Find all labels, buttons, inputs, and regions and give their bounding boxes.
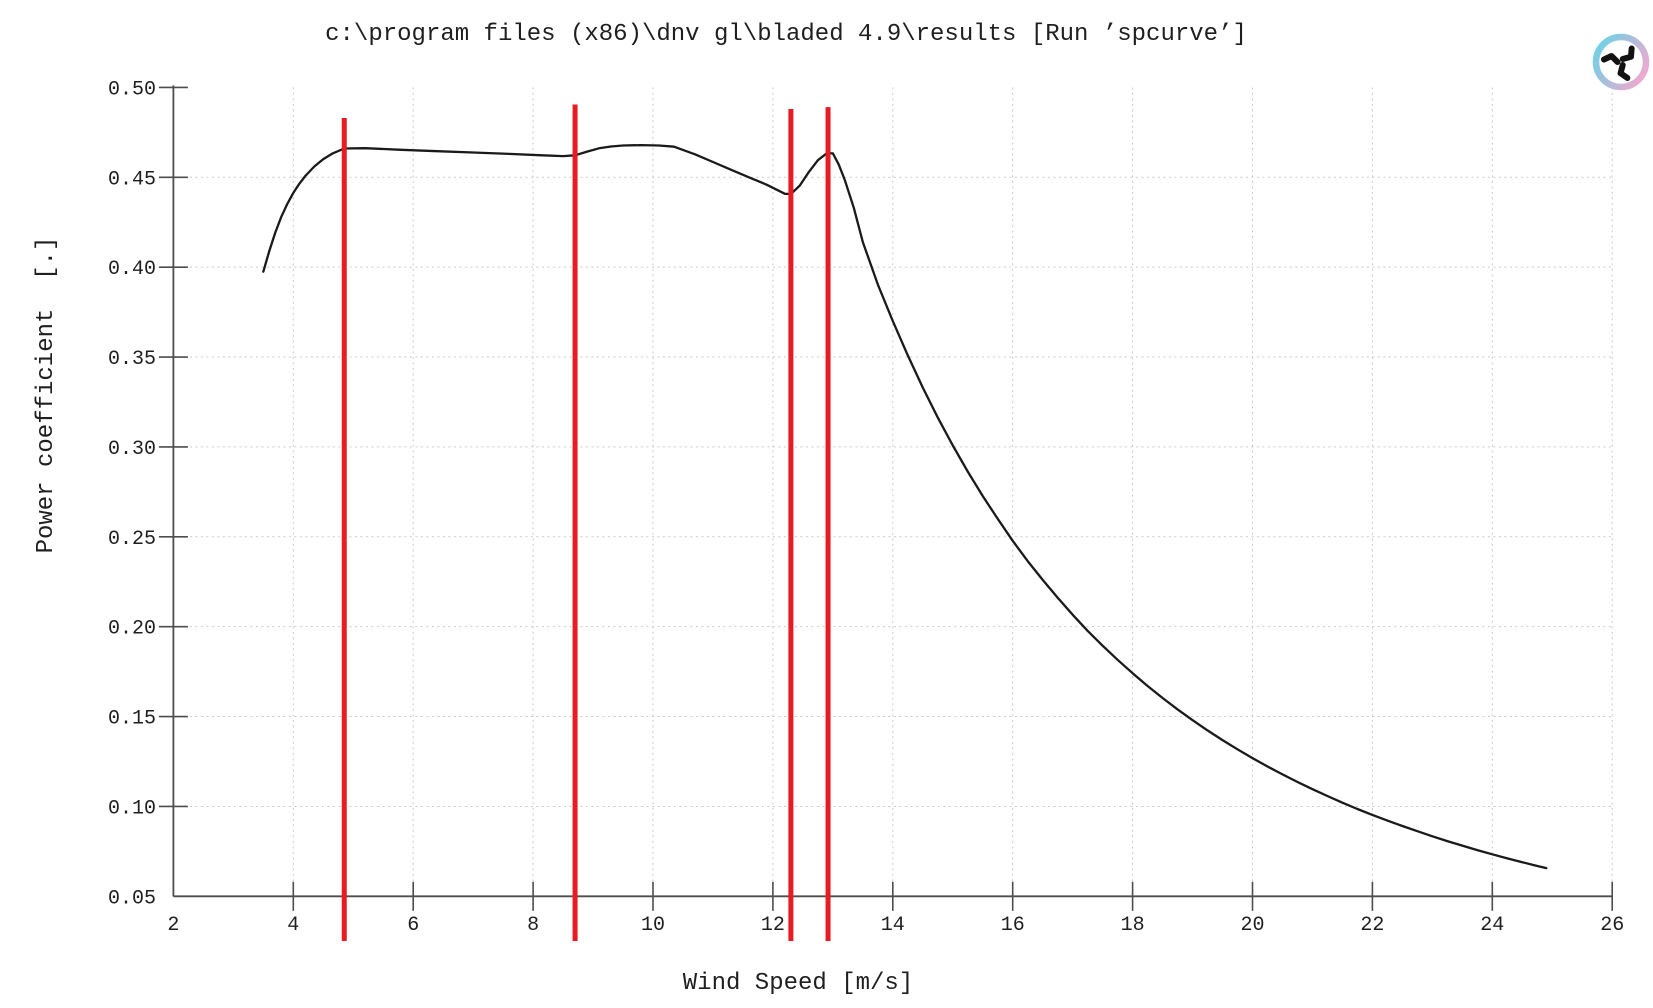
y-tick-label: 0.20 xyxy=(108,618,156,641)
x-tick-label: 26 xyxy=(1600,914,1624,937)
y-tick-label: 0.50 xyxy=(108,78,156,101)
x-tick-label: 8 xyxy=(527,914,539,937)
x-tick-label: 16 xyxy=(1001,914,1025,937)
grid xyxy=(173,87,1613,897)
x-tick-label: 4 xyxy=(287,914,299,937)
y-tick-label: 0.40 xyxy=(108,258,156,281)
x-tick-label: 6 xyxy=(407,914,419,937)
axis-tick-labels: 2 4 6 8 10 12 14 16 18 20 22 24 260.050.100.150.200.… xyxy=(108,78,1624,937)
x-tick-label: 14 xyxy=(881,914,905,937)
power-coefficient-curve xyxy=(262,143,1548,870)
y-axis-title: Power coefficient [.] xyxy=(33,237,60,554)
y-tick-label: 0.15 xyxy=(108,708,156,731)
y-tick-label: 0.25 xyxy=(108,528,156,551)
x-tick-label: 22 xyxy=(1360,914,1384,937)
chart-title: c:\program files (x86)\dnv gl\bladed 4.9… xyxy=(325,21,1247,48)
x-tick-label: 18 xyxy=(1121,914,1145,937)
axis-ticks xyxy=(158,86,1613,911)
y-tick-label: 0.05 xyxy=(108,887,156,910)
red-marker-lines-layer xyxy=(341,104,831,941)
y-tick-label: 0.45 xyxy=(108,168,156,191)
x-tick-label: 12 xyxy=(761,914,785,937)
x-tick-label: 20 xyxy=(1240,914,1264,937)
x-tick-label: 10 xyxy=(641,914,665,937)
x-tick-label: 2 xyxy=(167,914,179,937)
data-series-layer xyxy=(262,143,1548,870)
bladed-logo-rotor-icon xyxy=(1601,45,1635,81)
y-tick-label: 0.10 xyxy=(108,797,156,820)
x-axis-title: Wind Speed [m/s] xyxy=(683,970,913,997)
bladed-logo xyxy=(1592,33,1650,91)
y-tick-label: 0.30 xyxy=(108,438,156,461)
y-tick-label: 0.35 xyxy=(108,348,156,371)
x-tick-label: 24 xyxy=(1480,914,1504,937)
